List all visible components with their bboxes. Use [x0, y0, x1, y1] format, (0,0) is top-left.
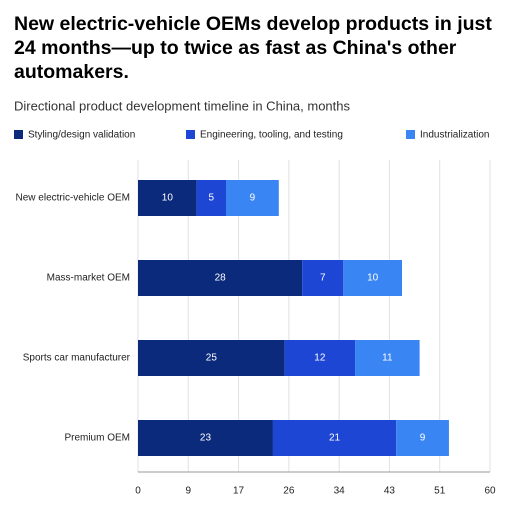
y-tick-label: Premium OEM [64, 433, 130, 444]
value-label: 5 [209, 193, 215, 204]
legend-label: Industrialization [420, 130, 489, 141]
value-label: 9 [250, 193, 256, 204]
legend-swatch [14, 130, 23, 139]
value-label: 10 [367, 273, 379, 284]
bar-segment [138, 340, 285, 376]
bar-segment [396, 420, 449, 456]
value-label: 11 [382, 353, 393, 364]
y-tick-label: New electric-vehicle OEM [16, 193, 130, 204]
x-tick-label: 26 [283, 486, 295, 497]
legend-swatch [186, 130, 195, 139]
x-tick-label: 43 [384, 486, 396, 497]
y-tick-label: Sports car manufacturer [23, 353, 131, 364]
bar-segment [138, 420, 273, 456]
bar-segment [196, 180, 226, 216]
bar-segment [284, 340, 356, 376]
value-label: 7 [320, 273, 326, 284]
x-tick-label: 51 [434, 486, 446, 497]
value-label: 12 [314, 353, 326, 364]
value-label: 23 [200, 433, 212, 444]
x-tick-label: 9 [186, 486, 192, 497]
legend-swatch [406, 130, 415, 139]
bar-segment [138, 180, 197, 216]
x-tick-label: 17 [233, 486, 245, 497]
value-label: 9 [420, 433, 426, 444]
value-label: 25 [206, 353, 218, 364]
bar-segment [138, 260, 303, 296]
bar-segment [226, 180, 279, 216]
y-tick-label: Mass-market OEM [47, 273, 130, 284]
value-label: 10 [162, 193, 174, 204]
chart-subtitle: Directional product development timeline… [14, 98, 351, 113]
x-tick-label: 34 [334, 486, 346, 497]
legend-label: Engineering, tooling, and testing [200, 130, 343, 141]
bar-segment [343, 260, 402, 296]
x-tick-label: 0 [135, 486, 141, 497]
legend-label: Styling/design validation [28, 130, 135, 141]
chart-title: New electric-vehicle OEMs develop produc… [14, 13, 492, 83]
x-tick-label: 60 [484, 486, 496, 497]
bar-segment [302, 260, 344, 296]
bar-segment [272, 420, 397, 456]
bar-segment [355, 340, 420, 376]
value-label: 28 [215, 273, 227, 284]
value-label: 21 [329, 433, 341, 444]
